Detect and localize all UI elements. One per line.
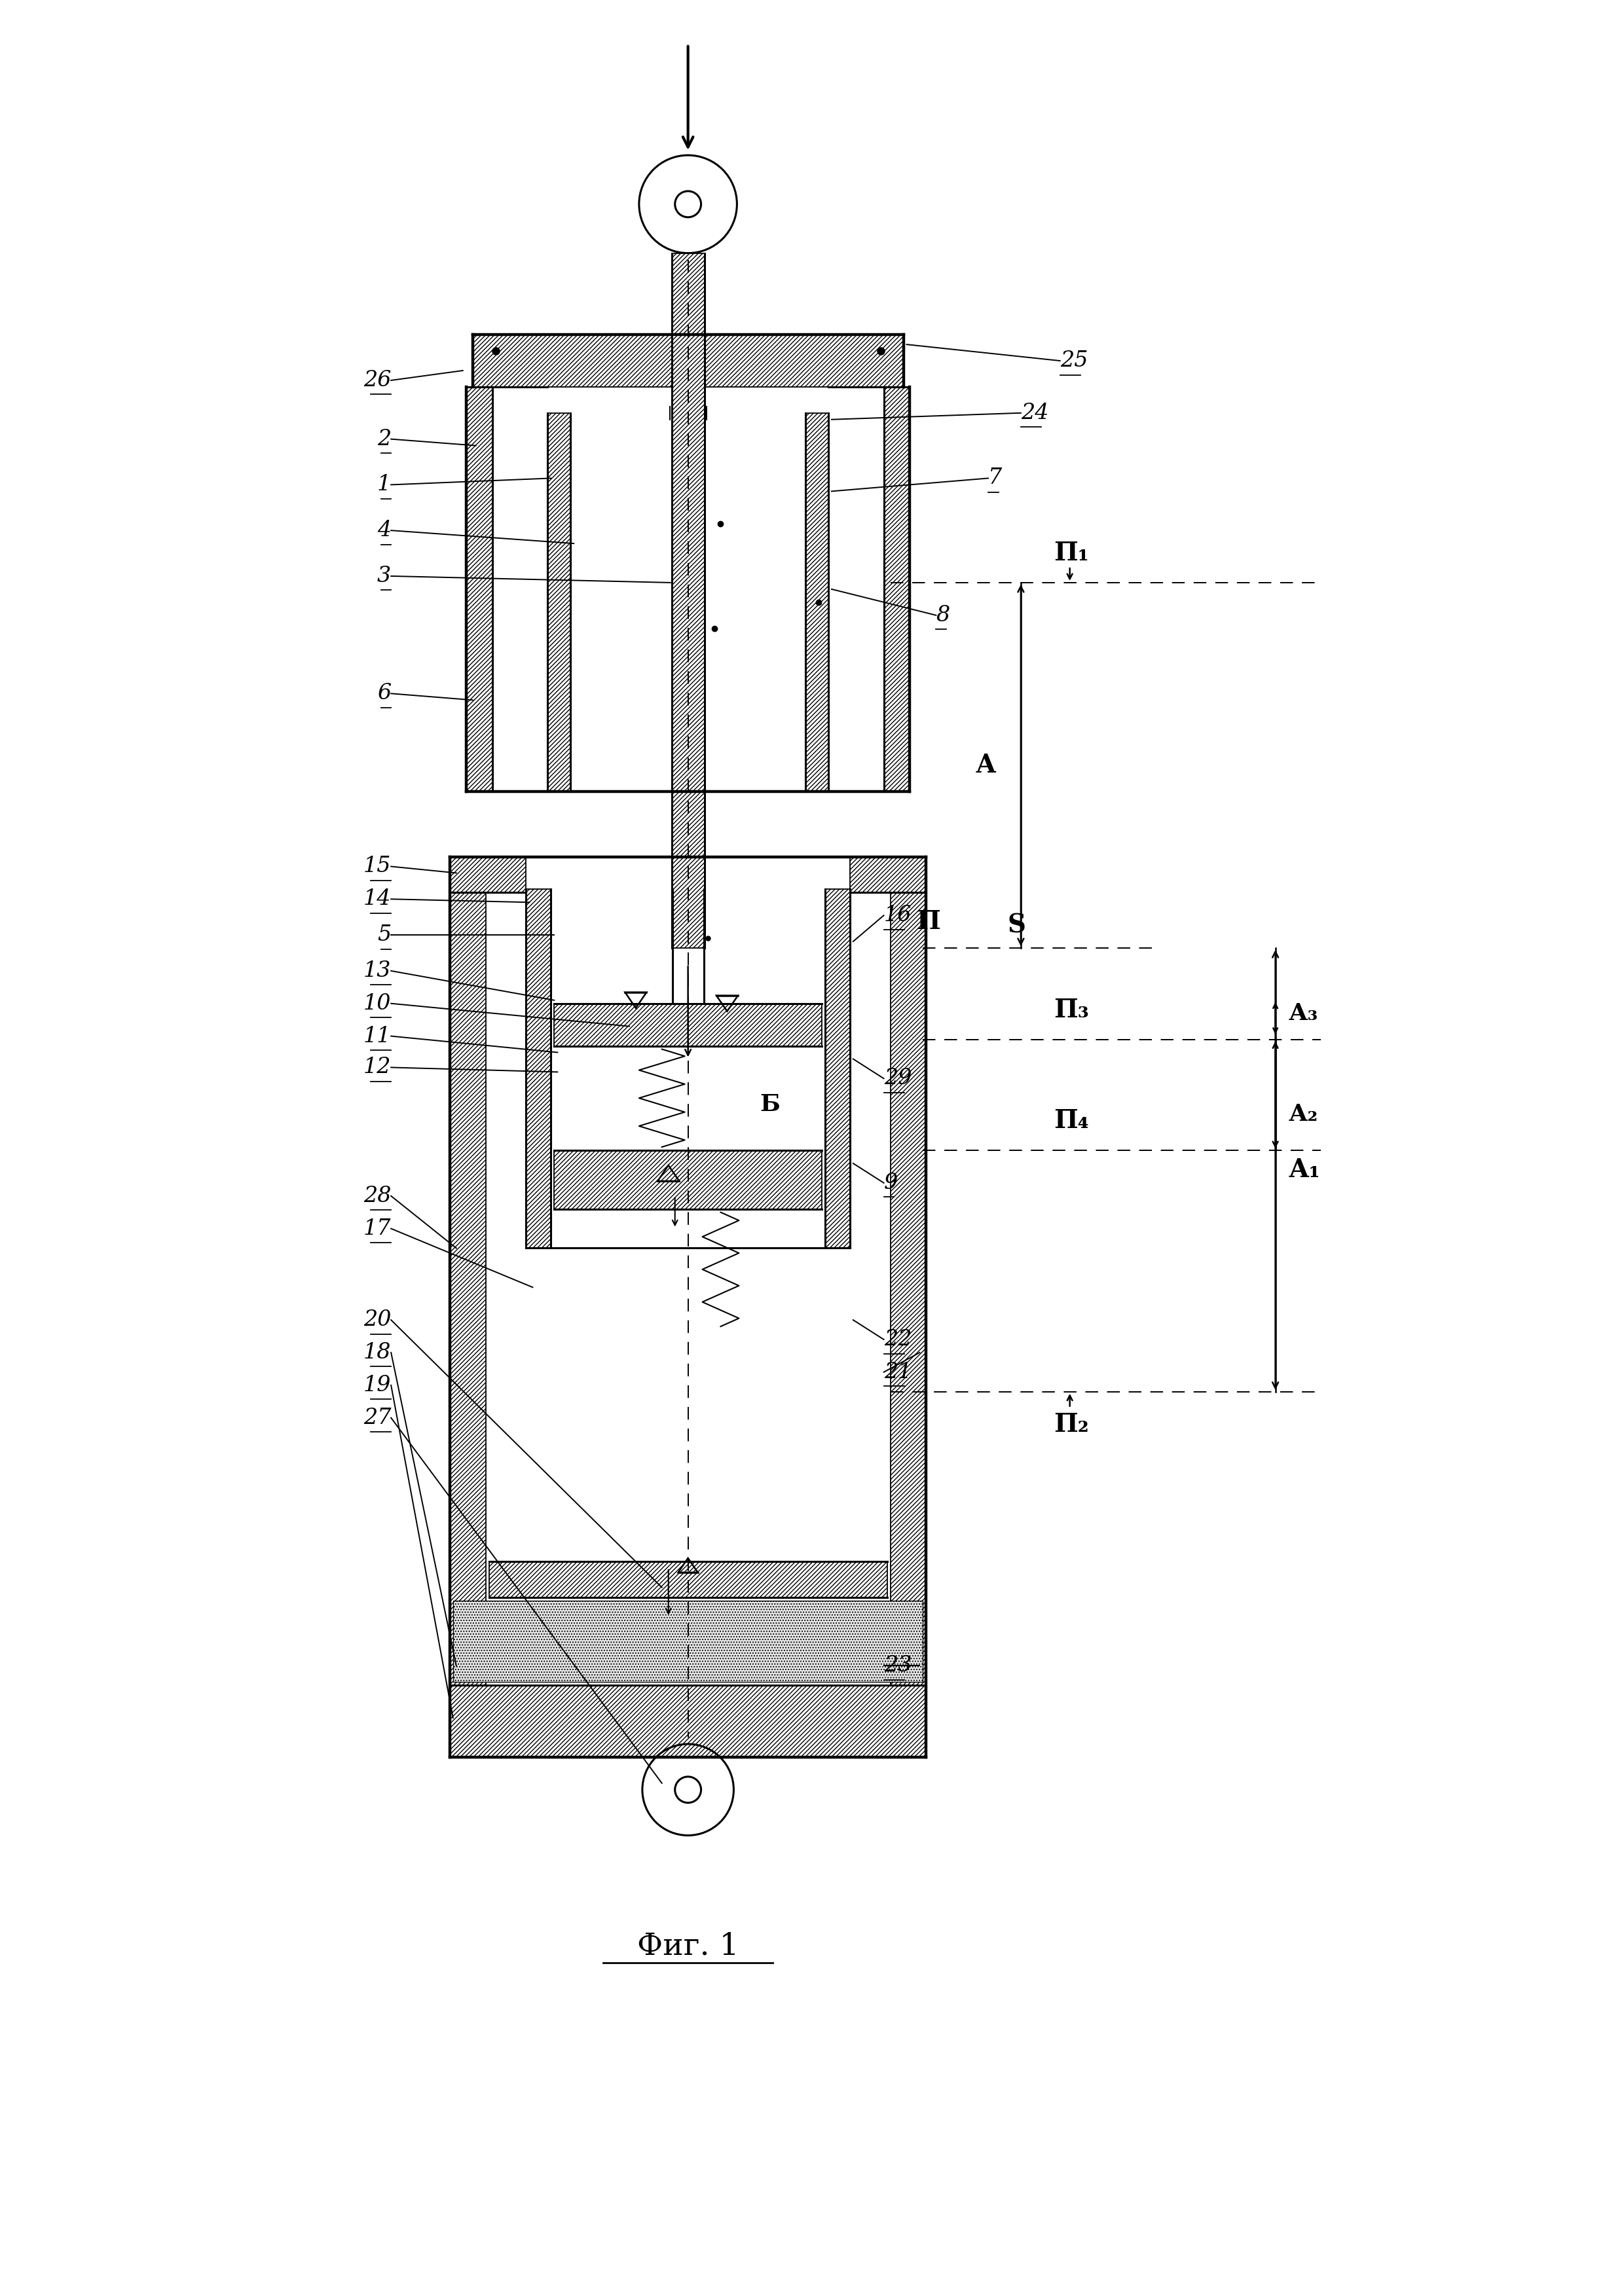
Polygon shape — [526, 889, 551, 1249]
Polygon shape — [473, 335, 903, 386]
Text: П₃: П₃ — [1054, 996, 1088, 1022]
Text: 3: 3 — [377, 565, 391, 585]
Text: 9: 9 — [883, 1173, 898, 1194]
Polygon shape — [672, 253, 705, 948]
Text: 22: 22 — [883, 1329, 911, 1350]
Polygon shape — [825, 889, 849, 1249]
Text: 25: 25 — [1060, 351, 1088, 372]
Text: Фиг. 1: Фиг. 1 — [637, 1931, 739, 1961]
Text: 29: 29 — [883, 1068, 911, 1088]
Polygon shape — [450, 1685, 926, 1756]
Polygon shape — [554, 1150, 822, 1210]
Text: S: S — [1009, 914, 1026, 937]
Polygon shape — [890, 856, 926, 1685]
Text: А₃: А₃ — [1288, 1001, 1319, 1024]
Text: 17: 17 — [364, 1219, 391, 1240]
Text: 2: 2 — [377, 429, 391, 450]
Text: 1: 1 — [377, 475, 391, 496]
Polygon shape — [453, 1600, 922, 1683]
Polygon shape — [450, 856, 486, 1685]
Text: 8: 8 — [935, 604, 950, 627]
Text: А: А — [974, 753, 996, 778]
Text: Б: Б — [760, 1093, 780, 1116]
Text: 11: 11 — [364, 1026, 391, 1047]
Polygon shape — [849, 856, 926, 893]
Polygon shape — [450, 856, 526, 893]
Polygon shape — [883, 386, 909, 792]
Text: 4: 4 — [377, 519, 391, 542]
Polygon shape — [489, 1561, 887, 1598]
Text: 20: 20 — [364, 1309, 391, 1329]
Text: 10: 10 — [364, 992, 391, 1015]
Text: 24: 24 — [1021, 402, 1049, 422]
Polygon shape — [554, 1003, 822, 1047]
Text: 16: 16 — [883, 905, 911, 925]
Text: 7: 7 — [989, 468, 1002, 489]
Text: П₄: П₄ — [1054, 1109, 1088, 1134]
Text: 5: 5 — [377, 925, 391, 946]
Text: 6: 6 — [377, 684, 391, 705]
Text: А₁: А₁ — [1288, 1157, 1320, 1182]
Text: 12: 12 — [364, 1056, 391, 1077]
Text: П₁: П₁ — [1054, 542, 1088, 565]
Text: 14: 14 — [364, 889, 391, 909]
Polygon shape — [806, 413, 828, 792]
Text: 15: 15 — [364, 856, 391, 877]
Text: 19: 19 — [364, 1375, 391, 1396]
Text: 23: 23 — [883, 1655, 911, 1676]
Polygon shape — [547, 413, 570, 792]
Text: А₂: А₂ — [1288, 1104, 1319, 1125]
Text: 21: 21 — [883, 1362, 911, 1382]
Polygon shape — [466, 386, 492, 792]
Text: 26: 26 — [364, 370, 391, 390]
Text: 13: 13 — [364, 960, 391, 980]
Text: 27: 27 — [364, 1407, 391, 1428]
Text: 18: 18 — [364, 1343, 391, 1364]
Text: 28: 28 — [364, 1185, 391, 1205]
Text: П₂: П₂ — [1054, 1412, 1088, 1437]
Text: П: П — [916, 909, 940, 934]
